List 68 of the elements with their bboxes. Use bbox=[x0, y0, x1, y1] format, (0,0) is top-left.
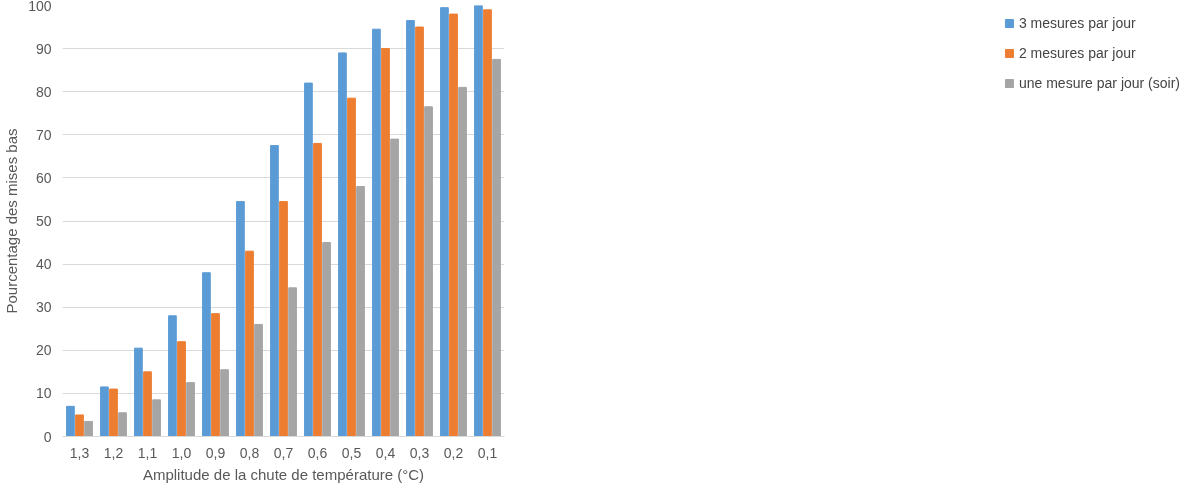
bar bbox=[424, 106, 433, 437]
x-tick-label: 0,7 bbox=[273, 444, 294, 461]
bar bbox=[211, 313, 220, 437]
bar bbox=[313, 142, 322, 437]
bar bbox=[449, 13, 458, 437]
bar bbox=[338, 52, 347, 437]
bar bbox=[415, 26, 424, 437]
legend-label: 2 mesures par jour bbox=[1018, 45, 1136, 61]
bar bbox=[304, 82, 313, 437]
y-tick-label: 30 bbox=[35, 299, 52, 316]
bar bbox=[347, 97, 356, 437]
x-tick-label: 0,6 bbox=[307, 444, 328, 461]
bar bbox=[288, 287, 297, 437]
bar bbox=[186, 382, 195, 437]
bar bbox=[322, 242, 331, 437]
bar bbox=[109, 388, 118, 437]
y-tick-label: 70 bbox=[35, 126, 52, 143]
bar bbox=[483, 9, 492, 437]
bar bbox=[390, 138, 399, 437]
y-tick-label: 60 bbox=[35, 169, 52, 186]
x-tick-label: 0,4 bbox=[375, 444, 396, 461]
bar bbox=[254, 323, 263, 437]
bar bbox=[84, 420, 93, 437]
bar bbox=[143, 371, 152, 437]
bar bbox=[168, 315, 177, 437]
x-tick-label: 0,5 bbox=[341, 444, 362, 461]
legend-label: une mesure par jour (soir) bbox=[1018, 75, 1180, 91]
y-tick-label: 0 bbox=[43, 428, 52, 445]
y-tick-label: 90 bbox=[35, 40, 52, 57]
bar bbox=[245, 250, 254, 437]
x-tick-label: 0,8 bbox=[239, 444, 260, 461]
bar bbox=[381, 48, 390, 437]
bar bbox=[474, 5, 483, 437]
bar bbox=[134, 347, 143, 437]
y-tick-label: 80 bbox=[35, 83, 52, 100]
bar bbox=[458, 86, 467, 437]
y-tick-label: 50 bbox=[35, 213, 52, 229]
x-tick-label: 0,1 bbox=[477, 444, 498, 461]
x-tick-label: 1,0 bbox=[171, 444, 192, 461]
bar bbox=[100, 386, 109, 437]
y-tick-label: 10 bbox=[35, 385, 52, 402]
x-axis-title: Amplitude de la chute de température (°C) bbox=[142, 465, 425, 483]
y-axis-title: Pourcentage des mises bas bbox=[3, 128, 21, 314]
bar bbox=[492, 58, 501, 437]
y-tick-label: 20 bbox=[35, 342, 52, 359]
bar bbox=[356, 186, 365, 437]
bar bbox=[406, 20, 415, 437]
y-tick-label: 100 bbox=[28, 0, 52, 14]
bar bbox=[177, 341, 186, 437]
bar bbox=[118, 412, 127, 437]
x-tick-label: 1,1 bbox=[137, 444, 158, 461]
x-tick-label: 0,9 bbox=[205, 444, 226, 461]
y-tick-label: 40 bbox=[35, 256, 52, 273]
bar bbox=[270, 145, 279, 437]
bar bbox=[66, 405, 75, 437]
x-tick-label: 0,3 bbox=[409, 444, 430, 461]
bar bbox=[152, 399, 161, 437]
x-tick-label: 1,2 bbox=[103, 444, 124, 461]
bar bbox=[372, 28, 381, 437]
legend-label: 3 mesures par jour bbox=[1018, 15, 1136, 31]
x-tick-label: 1,3 bbox=[69, 444, 90, 461]
bar bbox=[236, 201, 245, 437]
bar bbox=[75, 414, 84, 437]
bar bbox=[202, 272, 211, 437]
bar bbox=[440, 7, 449, 437]
bar bbox=[220, 369, 229, 437]
bar bbox=[279, 201, 288, 437]
x-tick-label: 0,2 bbox=[443, 444, 464, 461]
